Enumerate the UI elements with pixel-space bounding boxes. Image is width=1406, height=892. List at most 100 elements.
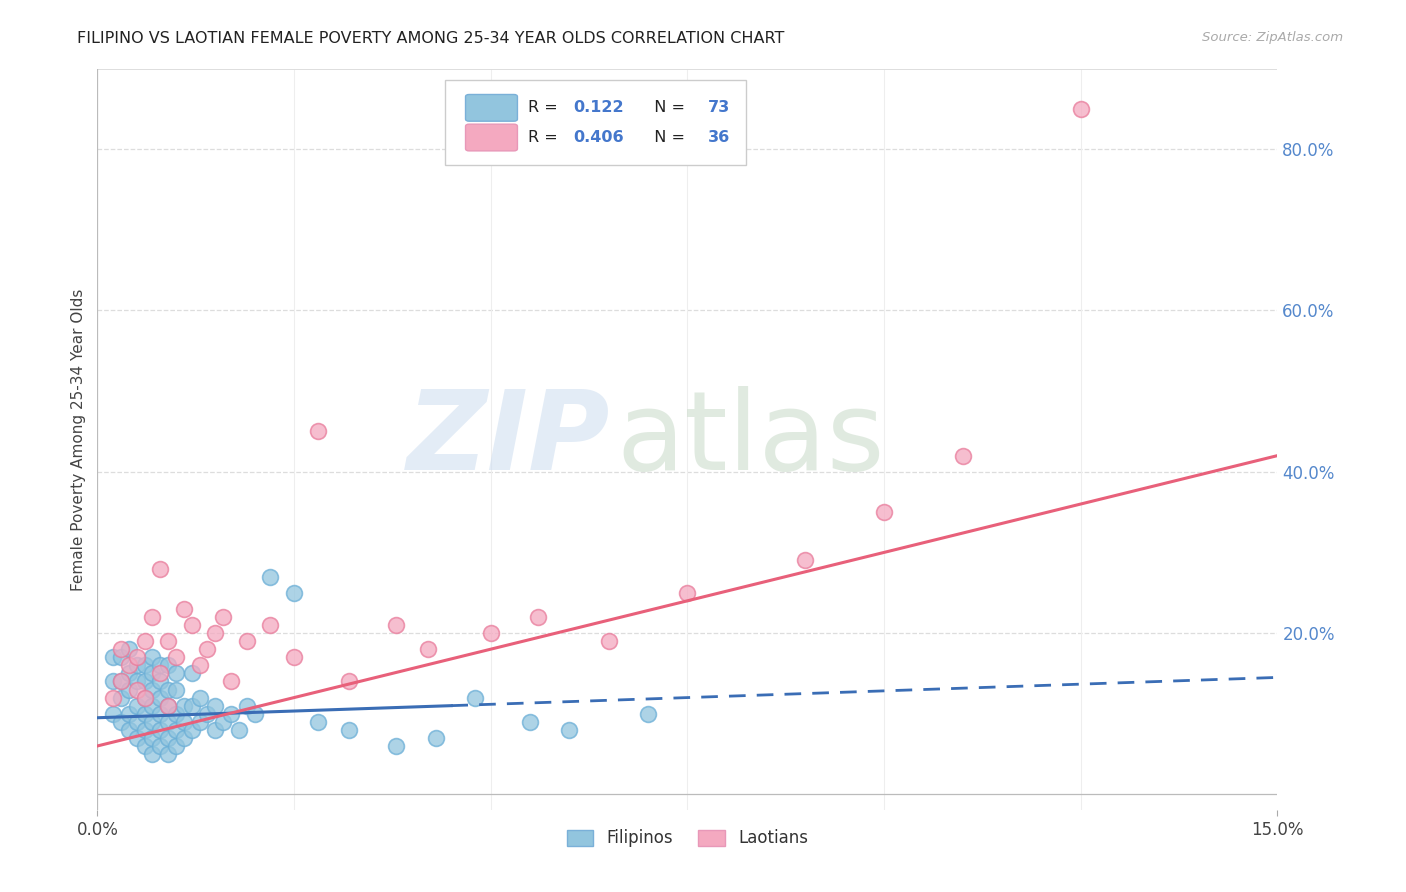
Point bbox=[1070, 102, 1092, 116]
Point bbox=[134, 690, 156, 705]
Point bbox=[157, 731, 180, 745]
Point bbox=[385, 618, 408, 632]
Point bbox=[180, 698, 202, 713]
Point bbox=[125, 698, 148, 713]
Text: 0.406: 0.406 bbox=[572, 130, 623, 145]
Point bbox=[197, 642, 219, 657]
Point bbox=[125, 731, 148, 745]
Point bbox=[212, 714, 235, 729]
Point bbox=[204, 723, 226, 737]
Point bbox=[794, 553, 817, 567]
Point bbox=[188, 714, 211, 729]
Point bbox=[134, 674, 156, 689]
Point bbox=[118, 658, 141, 673]
Point bbox=[101, 650, 124, 665]
Text: Source: ZipAtlas.com: Source: ZipAtlas.com bbox=[1202, 31, 1343, 45]
Text: ZIP: ZIP bbox=[408, 386, 610, 493]
Point bbox=[157, 714, 180, 729]
Point bbox=[125, 650, 148, 665]
Legend: Filipinos, Laotians: Filipinos, Laotians bbox=[560, 822, 815, 855]
Point bbox=[180, 723, 202, 737]
Point bbox=[134, 658, 156, 673]
Point bbox=[118, 642, 141, 657]
Y-axis label: Female Poverty Among 25-34 Year Olds: Female Poverty Among 25-34 Year Olds bbox=[72, 288, 86, 591]
Text: 36: 36 bbox=[707, 130, 730, 145]
Point bbox=[141, 650, 163, 665]
Point bbox=[149, 690, 172, 705]
Point bbox=[180, 666, 202, 681]
Point bbox=[527, 610, 550, 624]
Text: N =: N = bbox=[644, 100, 690, 115]
Point bbox=[149, 723, 172, 737]
Point bbox=[149, 674, 172, 689]
FancyBboxPatch shape bbox=[465, 124, 517, 151]
Point bbox=[337, 723, 360, 737]
Point bbox=[283, 650, 305, 665]
Point bbox=[134, 706, 156, 721]
Point bbox=[118, 723, 141, 737]
Point bbox=[101, 706, 124, 721]
Point bbox=[141, 747, 163, 761]
Point bbox=[141, 698, 163, 713]
Point bbox=[219, 674, 242, 689]
Point bbox=[236, 634, 259, 648]
Point bbox=[101, 690, 124, 705]
Point bbox=[157, 658, 180, 673]
Point bbox=[952, 449, 974, 463]
Point bbox=[165, 682, 187, 697]
Point bbox=[337, 674, 360, 689]
Point bbox=[425, 731, 447, 745]
Text: R =: R = bbox=[529, 100, 562, 115]
Point bbox=[134, 690, 156, 705]
Point bbox=[385, 739, 408, 753]
Text: atlas: atlas bbox=[617, 386, 884, 493]
Point bbox=[125, 714, 148, 729]
Point bbox=[149, 739, 172, 753]
Point bbox=[134, 739, 156, 753]
Point bbox=[598, 634, 620, 648]
Point bbox=[676, 586, 699, 600]
Point bbox=[110, 650, 132, 665]
Point bbox=[165, 706, 187, 721]
Point bbox=[149, 658, 172, 673]
Point bbox=[558, 723, 581, 737]
Point bbox=[173, 698, 195, 713]
Point bbox=[101, 674, 124, 689]
Point bbox=[157, 682, 180, 697]
Point bbox=[307, 714, 329, 729]
Point bbox=[519, 714, 541, 729]
Point bbox=[157, 634, 180, 648]
Point bbox=[204, 626, 226, 640]
Text: R =: R = bbox=[529, 130, 562, 145]
Text: 0.122: 0.122 bbox=[572, 100, 623, 115]
Point bbox=[110, 674, 132, 689]
Point bbox=[204, 698, 226, 713]
Point bbox=[212, 610, 235, 624]
Text: 73: 73 bbox=[707, 100, 730, 115]
Point bbox=[188, 690, 211, 705]
Point bbox=[165, 666, 187, 681]
Point bbox=[180, 618, 202, 632]
Point bbox=[118, 666, 141, 681]
Point bbox=[125, 674, 148, 689]
Point bbox=[141, 714, 163, 729]
Point bbox=[165, 739, 187, 753]
Point bbox=[141, 731, 163, 745]
Point bbox=[228, 723, 250, 737]
Point bbox=[141, 610, 163, 624]
Point bbox=[283, 586, 305, 600]
Point bbox=[479, 626, 502, 640]
Point bbox=[416, 642, 439, 657]
Point bbox=[157, 747, 180, 761]
Point bbox=[157, 698, 180, 713]
Point bbox=[125, 682, 148, 697]
Point bbox=[110, 674, 132, 689]
Point bbox=[134, 723, 156, 737]
Point bbox=[259, 569, 281, 583]
Point bbox=[118, 706, 141, 721]
Point bbox=[243, 706, 266, 721]
Point bbox=[873, 505, 896, 519]
Point bbox=[637, 706, 659, 721]
FancyBboxPatch shape bbox=[446, 79, 747, 165]
Point bbox=[118, 682, 141, 697]
